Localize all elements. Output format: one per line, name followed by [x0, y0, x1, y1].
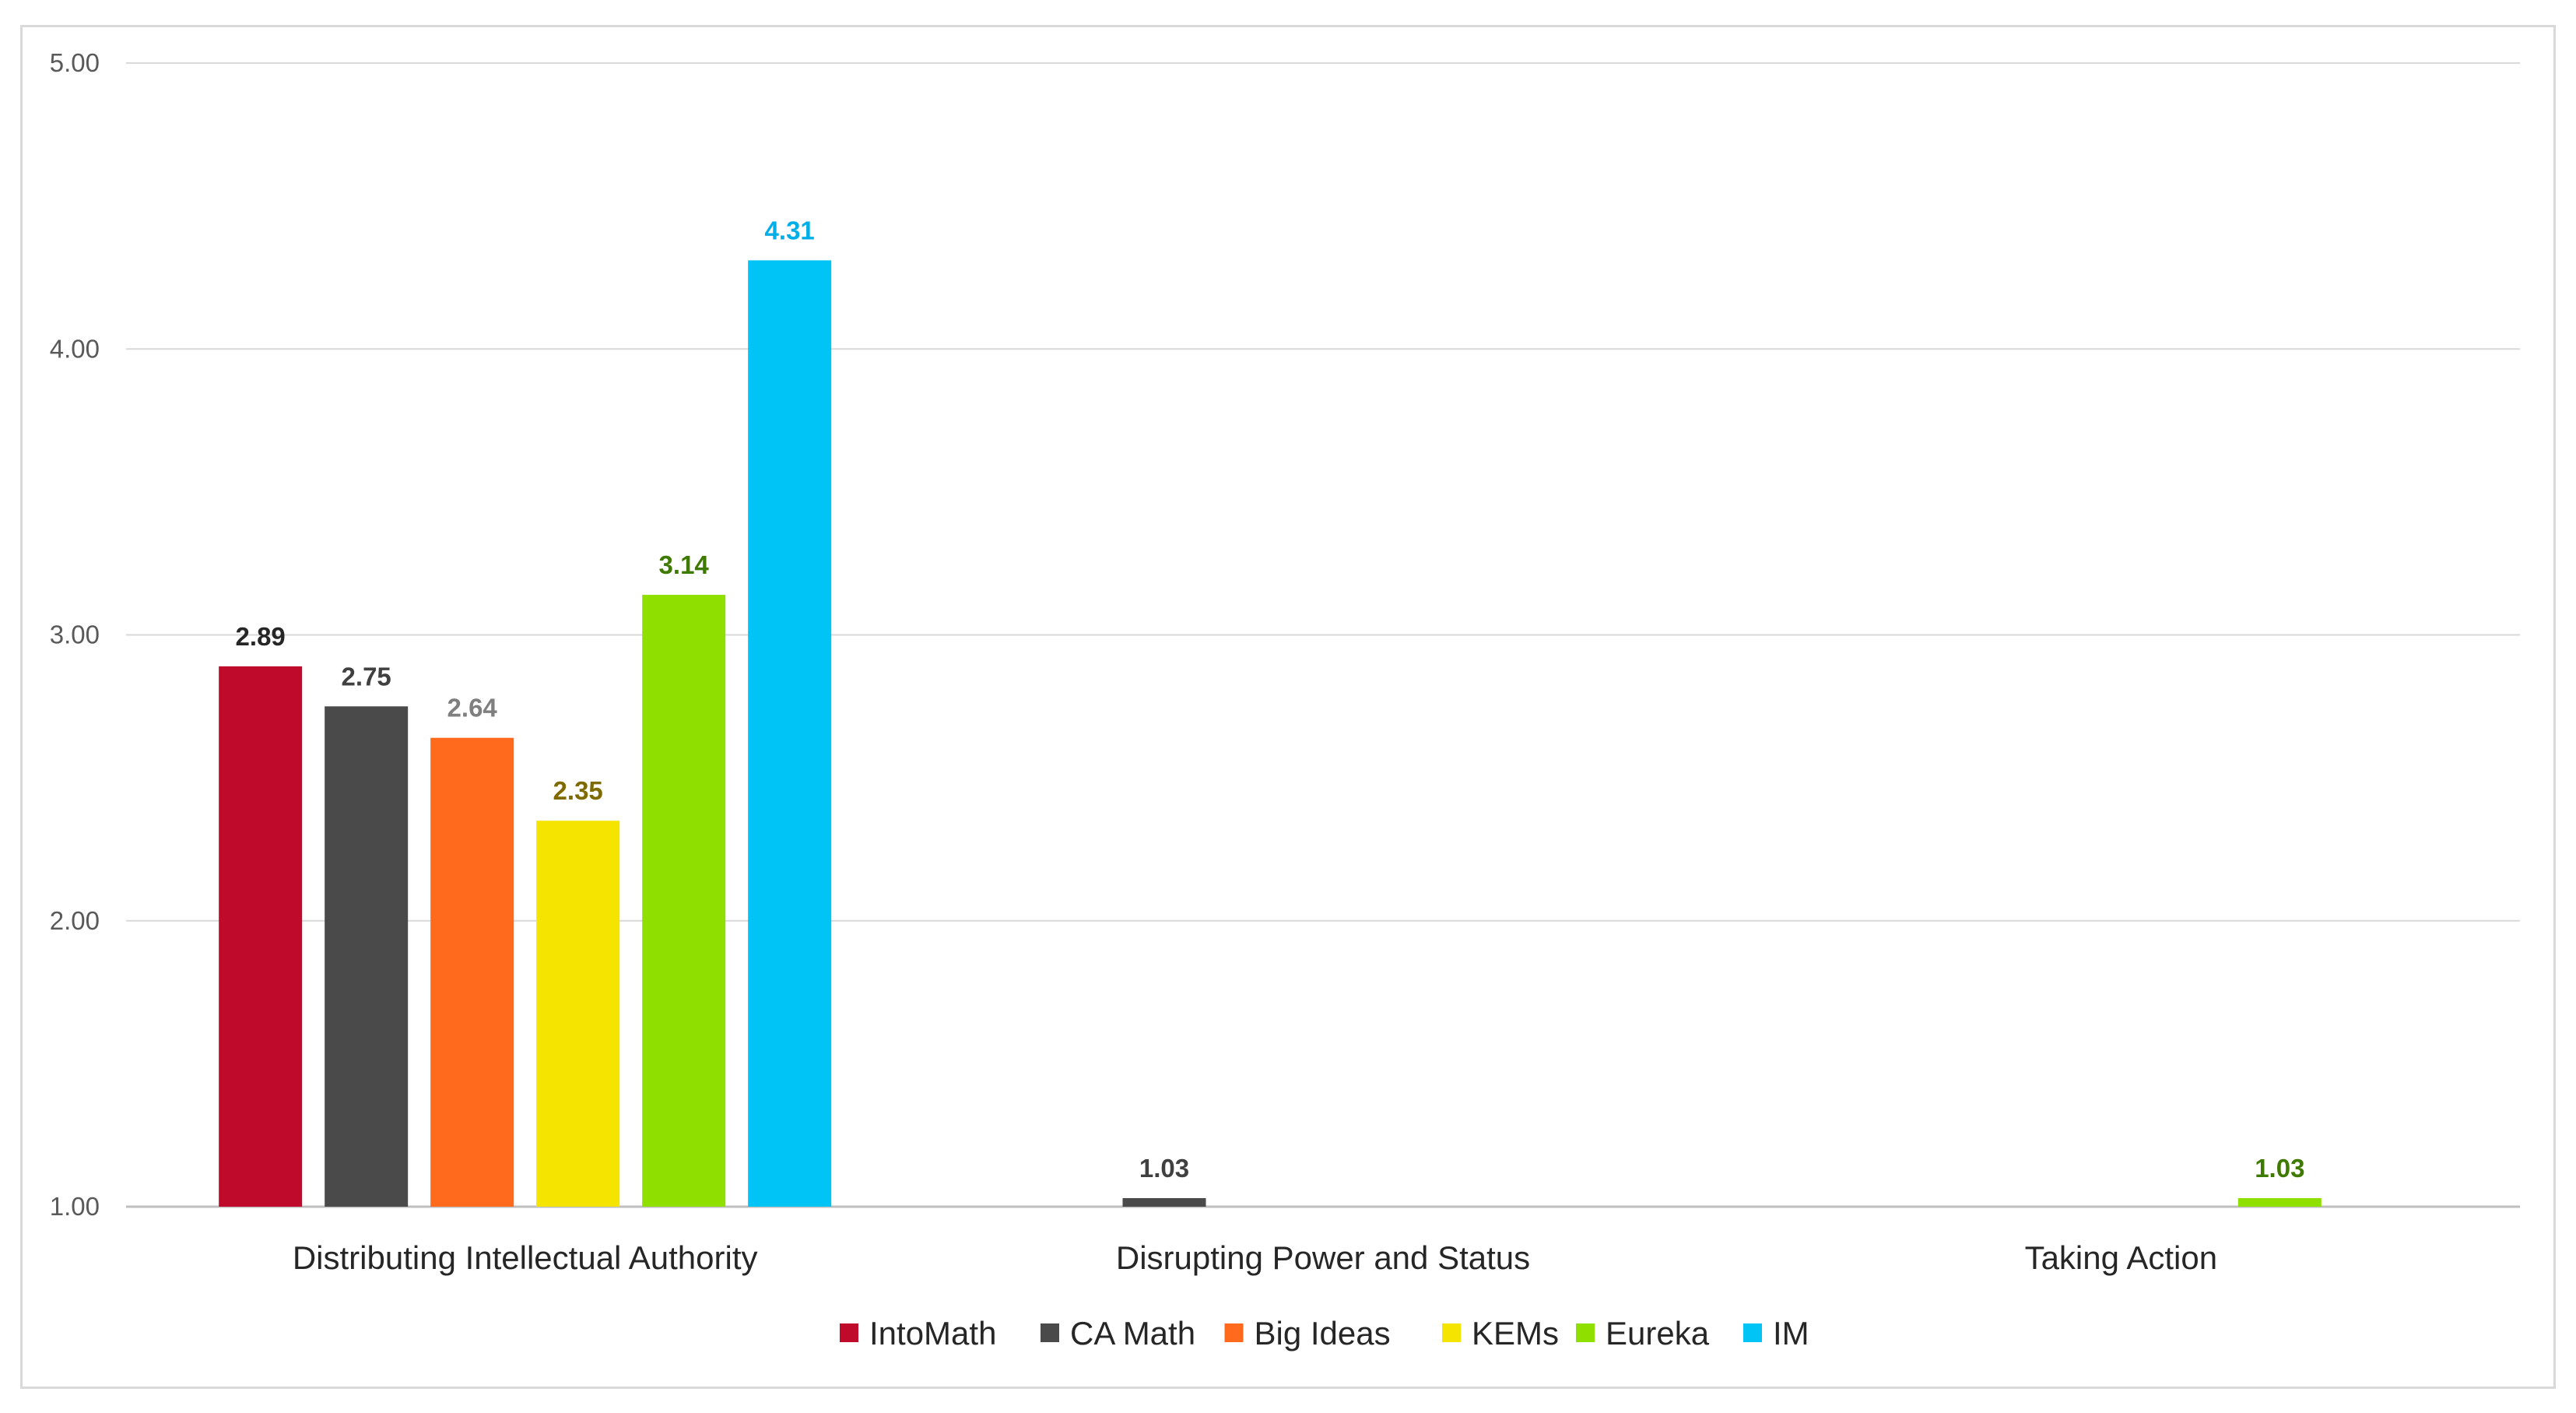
data-label: 4.31 [765, 216, 815, 244]
legend-swatch-big-ideas [1224, 1323, 1244, 1342]
bar-big-ideas [430, 737, 514, 1207]
data-label: 2.89 [236, 622, 286, 651]
legend-label: CA Math [1070, 1315, 1195, 1351]
data-label: 2.64 [447, 694, 498, 722]
y-tick-label: 1.00 [50, 1192, 100, 1221]
legend-label: IM [1773, 1315, 1809, 1351]
bar-intomath [219, 666, 303, 1207]
category-label: Distributing Intellectual Authority [293, 1239, 758, 1276]
legend-label: Eureka [1606, 1315, 1710, 1351]
data-label: 2.35 [553, 776, 603, 805]
category-label: Disrupting Power and Status [1116, 1239, 1530, 1276]
legend-label: KEMs [1472, 1315, 1559, 1351]
bar-ca-math [325, 706, 409, 1207]
legend-swatch-intomath [840, 1323, 858, 1342]
bar-kems [536, 821, 620, 1207]
data-label: 1.03 [1139, 1154, 1189, 1183]
bar-im [748, 260, 832, 1207]
legend-swatch-ca-math [1041, 1323, 1059, 1342]
legend-label: IntoMath [869, 1315, 996, 1351]
legend-swatch-kems [1442, 1323, 1461, 1342]
y-tick-label: 3.00 [50, 620, 100, 649]
category-label: Taking Action [2025, 1239, 2218, 1276]
legend-swatch-eureka [1576, 1323, 1595, 1342]
bar-eureka [2237, 1197, 2322, 1207]
data-label: 2.75 [342, 662, 391, 691]
y-tick-label: 4.00 [50, 334, 100, 363]
bar-eureka [642, 595, 726, 1207]
legend-swatch-im [1743, 1323, 1762, 1342]
data-label: 1.03 [2255, 1154, 2304, 1183]
data-label: 3.14 [659, 550, 710, 579]
y-tick-label: 5.00 [50, 48, 100, 77]
y-tick-label: 2.00 [50, 906, 100, 935]
bar-ca-math [1122, 1197, 1206, 1207]
legend-label: Big Ideas [1255, 1315, 1391, 1351]
